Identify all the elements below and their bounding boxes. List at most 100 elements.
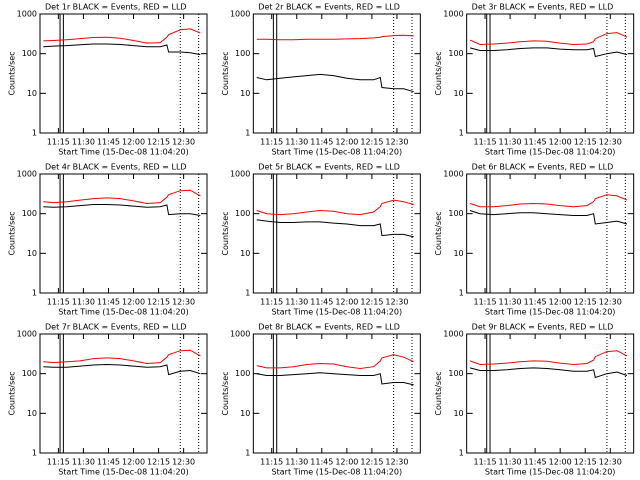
x-tick-label: 11:15 [260,298,283,307]
chart-title: Det 4r BLACK = Events, RED = LLD [45,163,187,172]
data-line [469,47,628,58]
x-tick-label: 12:00 [335,298,358,307]
y-axis-label: Counts/sec [434,51,443,95]
data-line [469,367,628,379]
data-line [469,194,628,208]
y-tick-label: 10 [453,409,463,418]
y-axis-label: Counts/sec [221,51,230,95]
y-tick-label: 10 [27,249,37,258]
chart-title: Det 3r BLACK = Events, RED = LLD [472,3,614,12]
y-tick-label: 100 [22,369,37,378]
x-axis-label: Start Time (15-Dec-08 11:04:20) [58,308,189,317]
x-tick-label: 11:45 [524,458,547,467]
x-tick-label: 11:15 [47,138,70,147]
y-tick-label: 1000 [17,330,37,339]
y-tick-label: 100 [235,49,250,58]
y-axis-label: Counts/sec [221,211,230,255]
x-tick-label: 12:15 [574,458,597,467]
chart-title: Det 1r BLACK = Events, RED = LLD [45,3,187,12]
y-tick-label: 100 [235,369,250,378]
x-tick-label: 11:45 [310,458,333,467]
y-tick-label: 100 [448,49,463,58]
data-line [43,349,201,365]
x-tick-label: 11:30 [72,138,95,147]
y-tick-label: 1000 [230,10,250,19]
y-tick-label: 100 [448,209,463,218]
x-tick-label: 12:00 [122,298,145,307]
x-tick-label: 12:30 [599,458,622,467]
x-axis-label: Start Time (15-Dec-08 11:04:20) [58,468,189,477]
plot-frame [466,173,635,294]
x-tick-label: 12:15 [574,298,597,307]
plot-frame [252,13,421,134]
x-axis-label: Start Time (15-Dec-08 11:04:20) [58,148,189,157]
x-tick-label: 11:30 [499,138,522,147]
y-axis-label: Counts/sec [221,371,230,415]
x-tick-label: 12:15 [360,458,383,467]
y-axis-label: Counts/sec [434,371,443,415]
x-tick-label: 11:15 [473,458,496,467]
data-line [469,32,628,46]
x-tick-label: 11:45 [310,138,333,147]
y-axis-label: Counts/sec [8,51,17,95]
x-tick-label: 12:15 [147,458,170,467]
y-tick-label: 1000 [17,10,37,19]
data-line [43,204,201,216]
x-tick-label: 11:15 [260,138,283,147]
data-line [256,34,414,41]
x-tick-label: 11:15 [473,138,496,147]
x-tick-label: 11:30 [499,298,522,307]
y-tick-label: 100 [235,209,250,218]
y-tick-label: 1 [32,449,37,458]
x-tick-label: 11:30 [72,458,95,467]
x-axis-label: Start Time (15-Dec-08 11:04:20) [485,148,616,157]
data-line [256,354,414,370]
x-tick-label: 11:45 [97,138,120,147]
data-line [256,219,414,238]
y-tick-label: 1000 [443,170,463,179]
x-tick-label: 11:45 [97,458,120,467]
x-tick-label: 11:15 [473,298,496,307]
y-tick-label: 1000 [443,10,463,19]
x-tick-label: 11:15 [260,458,283,467]
x-tick-label: 11:15 [47,298,70,307]
chart-title: Det 2r BLACK = Events, RED = LLD [258,3,400,12]
y-tick-label: 10 [453,249,463,258]
y-tick-label: 1 [459,449,464,458]
data-line [256,73,414,93]
y-tick-label: 1 [459,289,464,298]
x-tick-label: 12:15 [574,138,597,147]
x-tick-label: 11:30 [285,458,308,467]
y-tick-label: 100 [448,369,463,378]
x-tick-label: 11:45 [97,298,120,307]
y-tick-label: 1000 [230,330,250,339]
chart-title: Det 5r BLACK = Events, RED = LLD [258,163,400,172]
plot-frame [39,173,208,294]
plot-frame [466,333,635,454]
x-tick-label: 12:30 [385,458,408,467]
chart-title: Det 9r BLACK = Events, RED = LLD [472,323,614,332]
x-tick-label: 12:30 [172,298,195,307]
y-tick-label: 1000 [443,330,463,339]
x-axis-label: Start Time (15-Dec-08 11:04:20) [272,148,403,157]
x-tick-label: 11:15 [47,458,70,467]
plot-frame [252,173,421,294]
y-tick-label: 100 [22,209,37,218]
y-tick-label: 1 [32,129,37,138]
data-line [256,372,414,386]
data-line [469,350,628,366]
y-tick-label: 10 [240,249,250,258]
x-tick-label: 12:00 [549,458,572,467]
x-tick-label: 11:45 [310,298,333,307]
y-tick-label: 1 [459,129,464,138]
x-axis-label: Start Time (15-Dec-08 11:04:20) [272,308,403,317]
y-axis-label: Counts/sec [8,211,17,255]
x-tick-label: 12:15 [360,298,383,307]
x-tick-label: 12:00 [122,138,145,147]
data-line [256,199,414,216]
x-tick-label: 11:30 [285,298,308,307]
y-tick-label: 1 [32,289,37,298]
x-tick-label: 12:00 [335,458,358,467]
y-tick-label: 100 [22,49,37,58]
